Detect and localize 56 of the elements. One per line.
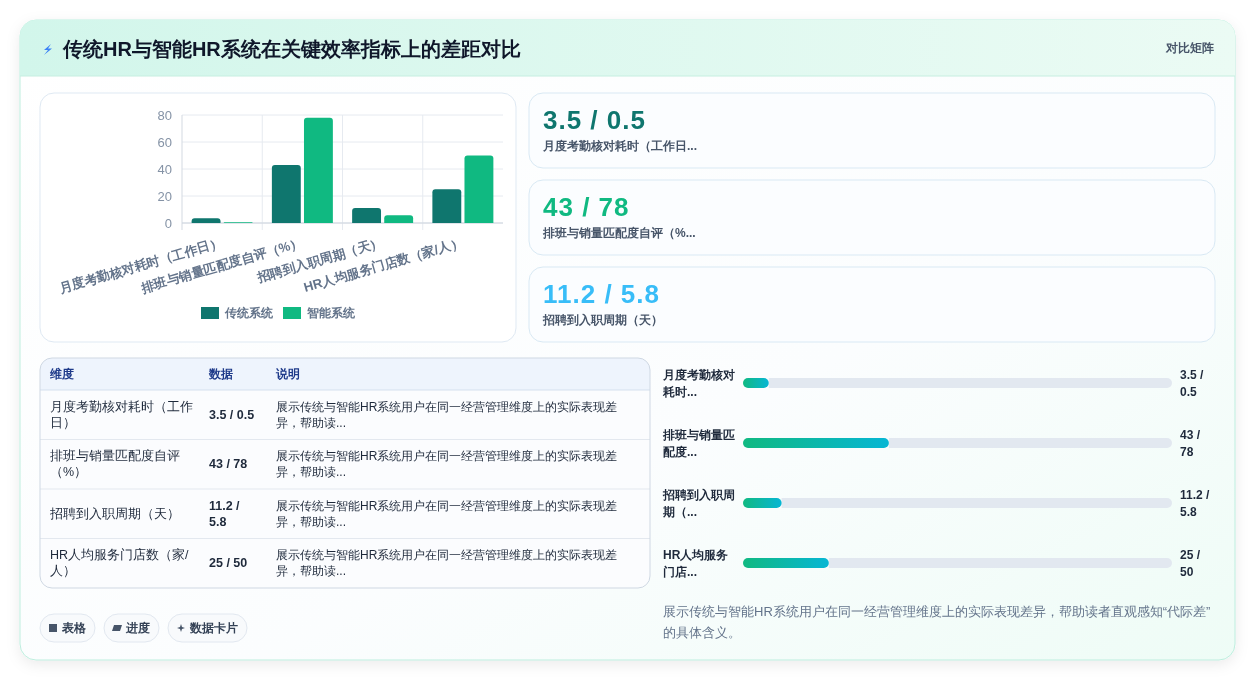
category-label: 说明 bbox=[275, 367, 300, 381]
bar bbox=[191, 218, 221, 223]
text: 43 / 78 bbox=[1180, 427, 1201, 459]
y-tick-label: 40 bbox=[157, 161, 172, 177]
text: 数据卡片 bbox=[189, 621, 238, 635]
bar bbox=[828, 558, 1172, 568]
category-label: 维度 bbox=[49, 367, 74, 381]
bar bbox=[303, 117, 333, 223]
y-tick-label: 月度考勤核对耗时... bbox=[662, 367, 735, 399]
bar bbox=[743, 498, 782, 508]
text: 3.5 / 0.5 bbox=[209, 407, 255, 422]
bar bbox=[464, 155, 494, 223]
text: 25 / 50 bbox=[209, 556, 248, 571]
text: 11.2 / 5.8 bbox=[1180, 487, 1211, 519]
text: 展示传统与智能HR系统用户在同一经营管理维度上的实际表现差异，帮助读... bbox=[276, 399, 618, 430]
legend-label: 智能系统 bbox=[306, 306, 356, 320]
y-tick-label: 0 bbox=[164, 215, 172, 231]
text: 传统HR与智能HR系统在关键效率指标上的差距对比 bbox=[62, 38, 521, 60]
bar bbox=[743, 558, 829, 568]
bar bbox=[781, 498, 1172, 508]
text: 11.2 / 5.8 bbox=[209, 498, 241, 529]
bar bbox=[271, 164, 301, 223]
bar bbox=[352, 207, 382, 223]
legend-label: 传统系统 bbox=[224, 306, 274, 320]
bar bbox=[768, 378, 1172, 388]
text: 月度考勤核对耗时（工作日） bbox=[50, 398, 193, 430]
text: 对比矩阵 bbox=[1165, 41, 1214, 55]
bar bbox=[384, 215, 414, 223]
text: 3.5 / 0.5 bbox=[1180, 367, 1205, 399]
text: 排班与销量匹配度自评（%） bbox=[50, 448, 180, 480]
y-tick-label: 60 bbox=[157, 134, 172, 150]
bar bbox=[888, 438, 1172, 448]
text: 招聘到入职周期（天） bbox=[542, 313, 663, 327]
bar bbox=[432, 189, 462, 223]
y-tick-label: HR人均服务门店... bbox=[663, 547, 729, 579]
text: 展示传统与智能HR系统用户在同一经营管理维度上的实际表现差异，帮助读... bbox=[276, 449, 618, 480]
text: 3.5 / 0.5 bbox=[543, 105, 646, 135]
text: 进度 bbox=[125, 621, 150, 635]
text: 11.2 / 5.8 bbox=[543, 279, 660, 309]
text: 展示传统与智能HR系统用户在同一经营管理维度上的实际表现差异，帮助读... bbox=[276, 548, 618, 579]
text: 月度考勤核对耗时（工作日... bbox=[542, 139, 698, 153]
text: HR人均服务门店数（家/人） bbox=[50, 547, 190, 579]
text: 展示传统与智能HR系统用户在同一经营管理维度上的实际表现差异，帮助读者直观感知“代际差”的具体含义。 bbox=[663, 603, 1211, 640]
y-tick-label: 20 bbox=[157, 188, 172, 204]
y-tick-label: 招聘到入职周期（... bbox=[662, 487, 735, 519]
text: 43 / 78 bbox=[543, 192, 630, 222]
text: 展示传统与智能HR系统用户在同一经营管理维度上的实际表现差异，帮助读... bbox=[276, 498, 618, 529]
text: 表格 bbox=[61, 621, 87, 635]
text: 25 / 50 bbox=[1180, 547, 1201, 579]
category-label: 数据 bbox=[208, 367, 233, 381]
y-tick-label: 80 bbox=[157, 107, 172, 123]
bar bbox=[743, 438, 889, 448]
text: 43 / 78 bbox=[209, 457, 248, 472]
text: 排班与销量匹配度自评（%... bbox=[542, 226, 696, 240]
text: 招聘到入职周期（天） bbox=[49, 506, 180, 521]
y-tick-label: 排班与销量匹配度... bbox=[662, 427, 735, 459]
